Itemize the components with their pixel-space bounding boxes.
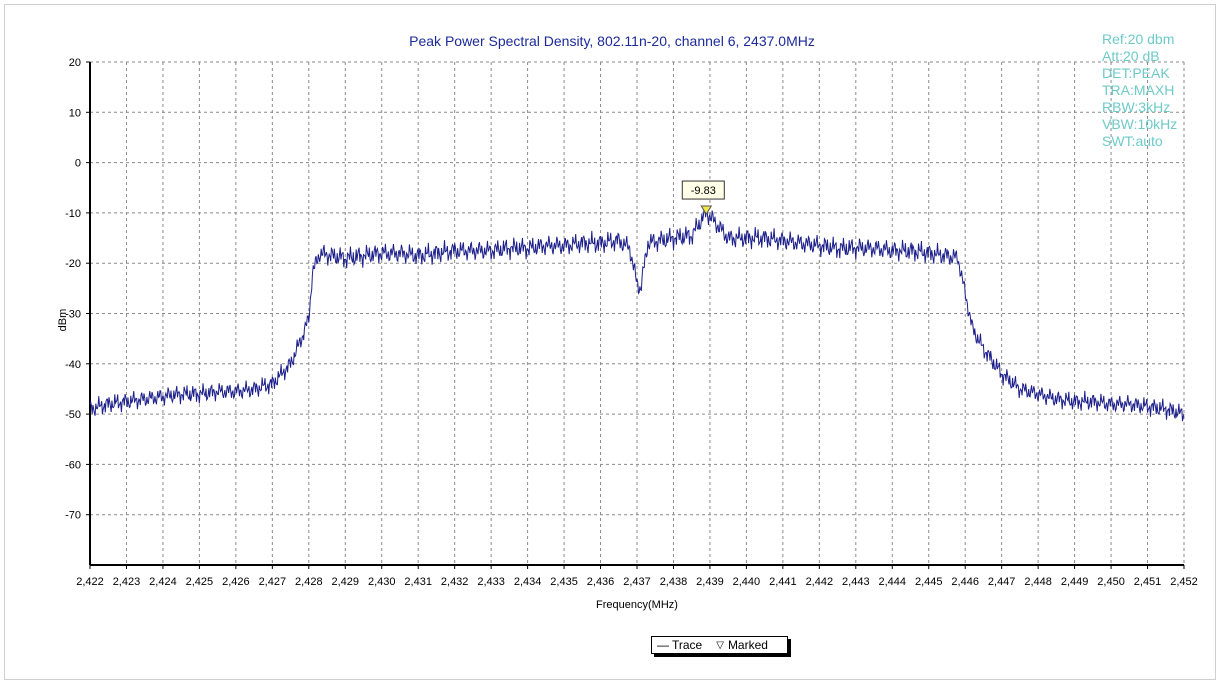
x-tick-label: 2,443 [842,576,870,588]
detector: DET:PEAK [1102,65,1170,81]
x-tick-label: 2,426 [222,576,250,588]
rbw: RBW:3kHz [1102,99,1171,115]
y-tick-label: 0 [75,158,81,170]
x-tick-label: 2,427 [259,576,287,588]
x-tick-label: 2,436 [587,576,615,588]
marked-legend-icon: ▽ [716,639,724,651]
x-tick-label: 2,428 [295,576,323,588]
chart-title: Peak Power Spectral Density, 802.11n-20,… [409,33,815,49]
x-tick-label: 2,451 [1134,576,1162,588]
x-tick-label: 2,445 [915,576,943,588]
trace-mode: TRA:MAXH [1102,82,1175,98]
x-tick-label: 2,425 [186,576,214,588]
x-tick-label: 2,437 [623,576,651,588]
y-tick-label: -20 [65,258,81,270]
x-tick-label: 2,446 [951,576,979,588]
x-axis-ticks: 2,422 2,423 2,424 2,425 2,426 2,427 2,428 2,429… [76,565,1198,588]
x-tick-label: 2,438 [660,576,688,588]
x-tick-label: 2,452 [1170,576,1198,588]
ref-level: Ref:20 dbm [1102,31,1175,47]
legend: — Trace ▽ Marked [651,636,788,654]
x-tick-label: 2,429 [332,576,360,588]
x-tick-label: 2,432 [441,576,469,588]
x-tick-label: 2,433 [477,576,505,588]
y-tick-label: -50 [65,409,81,421]
x-tick-label: 2,431 [404,576,432,588]
y-axis-ticks: 20 10 0 -10 -20 -30 -40 -50 -60 -70 [65,57,90,522]
x-tick-label: 2,442 [806,576,834,588]
x-tick-label: 2,422 [76,576,104,588]
trace-legend-icon: — [657,638,669,652]
grid [90,61,1185,565]
trace-line [89,205,1185,422]
x-tick-label: 2,447 [988,576,1016,588]
x-tick-label: 2,435 [550,576,578,588]
chart-frame [4,4,1216,680]
x-tick-label: 2,449 [1061,576,1089,588]
x-tick-label: 2,440 [733,576,761,588]
y-tick-label: -40 [65,359,81,371]
x-tick-label: 2,450 [1097,576,1125,588]
y-axis-label: dBm [57,309,69,332]
x-tick-label: 2,441 [769,576,797,588]
y-tick-label: -70 [65,510,81,522]
y-tick-label: -10 [65,208,81,220]
x-tick-label: 2,444 [879,576,907,588]
sweep-time: SWT:auto [1102,133,1163,149]
trace-legend-label: Trace [672,638,703,652]
marked-legend-label: Marked [727,638,768,652]
marker-triangle-icon [700,205,713,215]
x-tick-label: 2,430 [368,576,396,588]
y-tick-label: -30 [65,309,81,321]
instrument-settings: Ref:20 dbm Att:20 dB DET:PEAK TRA:MAXH R… [1102,31,1177,150]
peak-marker: -9.83 [681,180,725,215]
x-tick-label: 2,448 [1024,576,1052,588]
trace-series [89,205,1185,422]
y-tick-label: -60 [65,459,81,471]
x-tick-label: 2,434 [514,576,542,588]
x-axis-label: Frequency(MHz) [596,599,678,611]
x-tick-label: 2,424 [149,576,177,588]
x-tick-label: 2,439 [696,576,724,588]
y-tick-label: 10 [69,107,81,119]
vbw: VBW:10kHz [1102,116,1178,132]
y-tick-label: 20 [69,57,81,69]
x-tick-label: 2,423 [113,576,141,588]
marker-label-box [681,180,725,200]
attenuation: Att:20 dB [1102,48,1160,64]
marker-label: -9.83 [691,185,716,197]
